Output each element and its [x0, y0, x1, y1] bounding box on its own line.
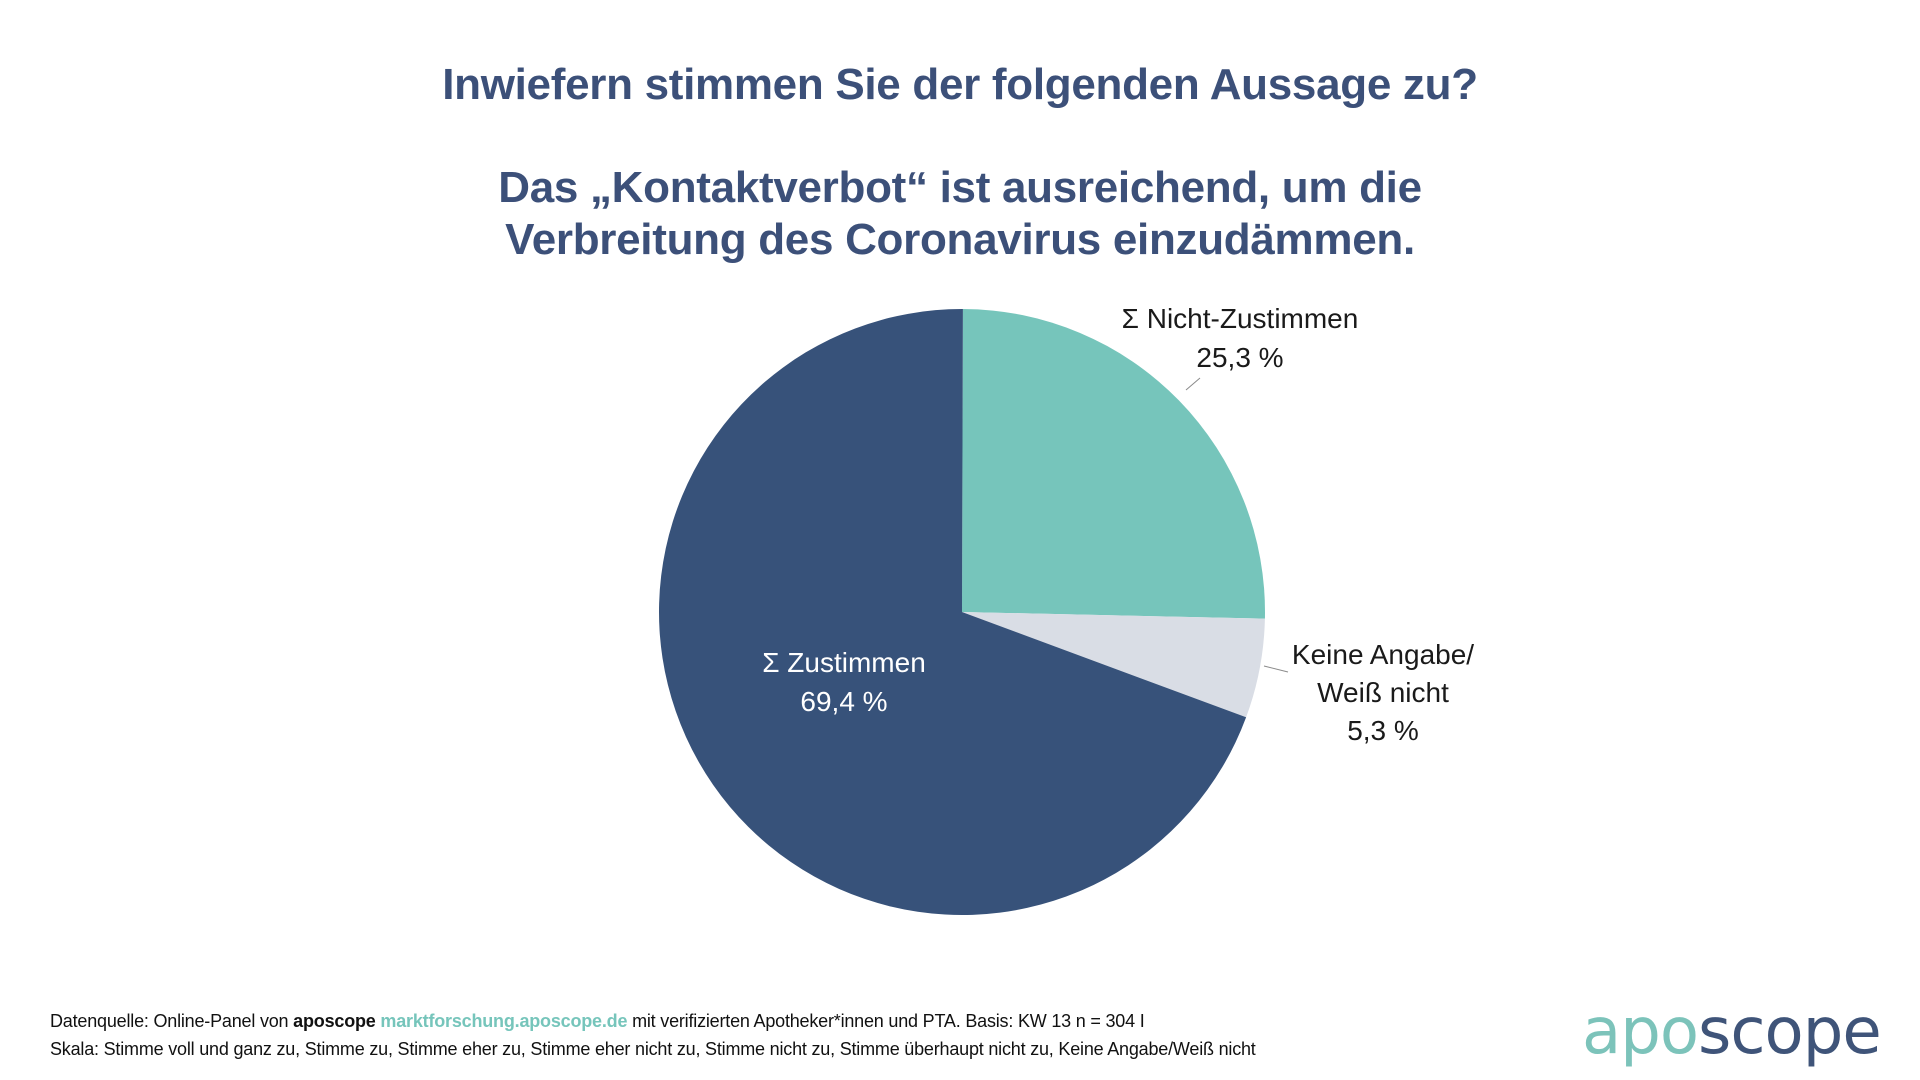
pie-slice-2: [962, 612, 1265, 718]
data-label-category: Keine Angabe/: [1292, 639, 1474, 670]
footer-source: Datenquelle: Online-Panel von aposcope m…: [50, 1011, 1145, 1032]
footer-source-prefix: Datenquelle: Online-Panel von: [50, 1011, 294, 1031]
data-label-category: Σ Nicht-Zustimmen: [1122, 303, 1359, 334]
footer-source-brand: aposcope: [293, 1011, 376, 1031]
pie-slices: [659, 309, 1265, 915]
pie-slice-1: [962, 309, 1265, 619]
chart-title-question: Inwiefern stimmen Sie der folgenden Auss…: [442, 60, 1478, 109]
data-label-value: 69,4 %: [800, 686, 887, 717]
footer-scale: Skala: Stimme voll und ganz zu, Stimme z…: [50, 1039, 1256, 1059]
footer-source-suffix: mit verifizierten Apotheker*innen und PT…: [627, 1011, 1145, 1031]
leader-line: [1185, 377, 1201, 391]
footer-source-link[interactable]: marktforschung.aposcope.de: [380, 1011, 628, 1031]
data-label-category: Σ Zustimmen: [762, 647, 926, 678]
data-label-value: 25,3 %: [1196, 342, 1283, 373]
chart-title-statement-line-2: Verbreitung des Coronavirus einzudämmen.: [505, 215, 1415, 264]
chart-title-statement: Das „Kontaktverbot“ ist ausreichend, um …: [0, 162, 1920, 266]
aposcope-logo: aposcope: [1582, 995, 1882, 1069]
logo-scope: scope: [1698, 995, 1882, 1069]
data-label-category: Weiß nicht: [1317, 677, 1449, 708]
pie-labels: Σ Nicht-Zustimmen 25,3 % Keine Angabe/Weiß…: [762, 303, 1474, 746]
data-label-value: 5,3 %: [1347, 715, 1419, 746]
leader-lines: [1185, 377, 1289, 673]
chart-title-statement-line-1: Das „Kontaktverbot“ ist ausreichend, um …: [498, 163, 1422, 212]
pie-slice-3: [659, 309, 1247, 915]
leader-line: [1263, 665, 1289, 673]
logo-apo: apo: [1582, 995, 1699, 1069]
